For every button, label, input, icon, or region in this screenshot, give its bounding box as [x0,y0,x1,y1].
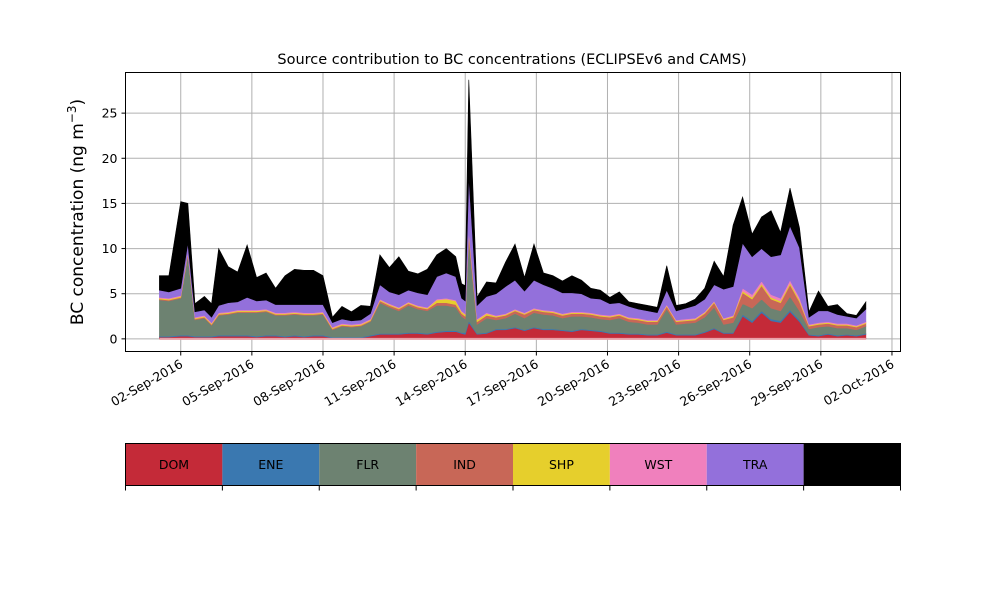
y-axis-label-superscript: −3 [65,105,79,123]
y-tick-label: 5 [110,286,118,301]
y-axis-ticks: 0 5 10 15 20 25 [102,106,126,346]
y-tick-label: 20 [102,151,118,166]
x-tick-label: 17-Sep-2016 [464,356,541,409]
legend-label: DOM [159,457,189,472]
x-tick-label: 26-Sep-2016 [677,356,754,409]
legend-item-ind: IND [416,443,513,486]
legend-swatch [319,443,417,486]
x-tick-label: 11-Sep-2016 [322,356,399,409]
legend-swatch [706,443,804,486]
legend-item-flr: FLR [319,443,417,486]
y-axis-label-suffix: ) [68,99,88,106]
legend-swatch [609,443,707,486]
legend-item-shp: SHP [513,443,610,486]
legend-label: TRA [742,457,768,472]
legend-swatch [803,443,901,486]
plot-frame [125,72,901,352]
legend-label: WST [644,457,672,472]
legend-swatch [513,443,610,486]
legend-item-dom: DOM [125,443,223,486]
legend-label: FLR [356,457,379,472]
x-tick-label: 02-Sep-2016 [108,356,185,409]
x-tick-label: 05-Sep-2016 [179,356,256,409]
x-tick-label: 23-Sep-2016 [606,356,683,409]
legend-colorbar: DOM ENE FLR IND SHP WST TRA BB [125,443,901,491]
legend-item-bb: BB [803,443,901,486]
legend-label: ENE [258,457,283,472]
legend-swatch [125,443,223,486]
area-bb [159,79,867,323]
chart-title: Source contribution to BC concentrations… [277,52,746,68]
y-axis-label-main: BC concentration (ng m [68,123,88,325]
stacked-areas [159,79,867,340]
legend-swatch [222,443,320,486]
x-tick-label: 14-Sep-2016 [393,356,470,409]
y-tick-label: 10 [102,241,118,256]
y-axis-label: BC concentration (ng m−3) [65,99,88,325]
legend-swatch [416,443,513,486]
legend-item-tra: TRA [706,443,804,486]
legend-label: SHP [549,457,574,472]
legend-label: BB [843,457,860,472]
x-tick-label: 29-Sep-2016 [748,356,825,409]
y-tick-label: 15 [102,196,118,211]
y-tick-label: 0 [110,331,118,346]
legend-item-wst: WST [609,443,707,486]
x-tick-label: 20-Sep-2016 [535,356,612,409]
x-tick-label: 02-Oct-2016 [821,356,897,408]
y-tick-label: 25 [102,106,118,121]
legend-item-ene: ENE [222,443,320,486]
legend-label: IND [453,457,476,472]
x-axis-ticks: 02-Sep-201605-Sep-201608-Sep-201611-Sep-… [108,351,897,409]
x-tick-label: 08-Sep-2016 [250,356,327,409]
